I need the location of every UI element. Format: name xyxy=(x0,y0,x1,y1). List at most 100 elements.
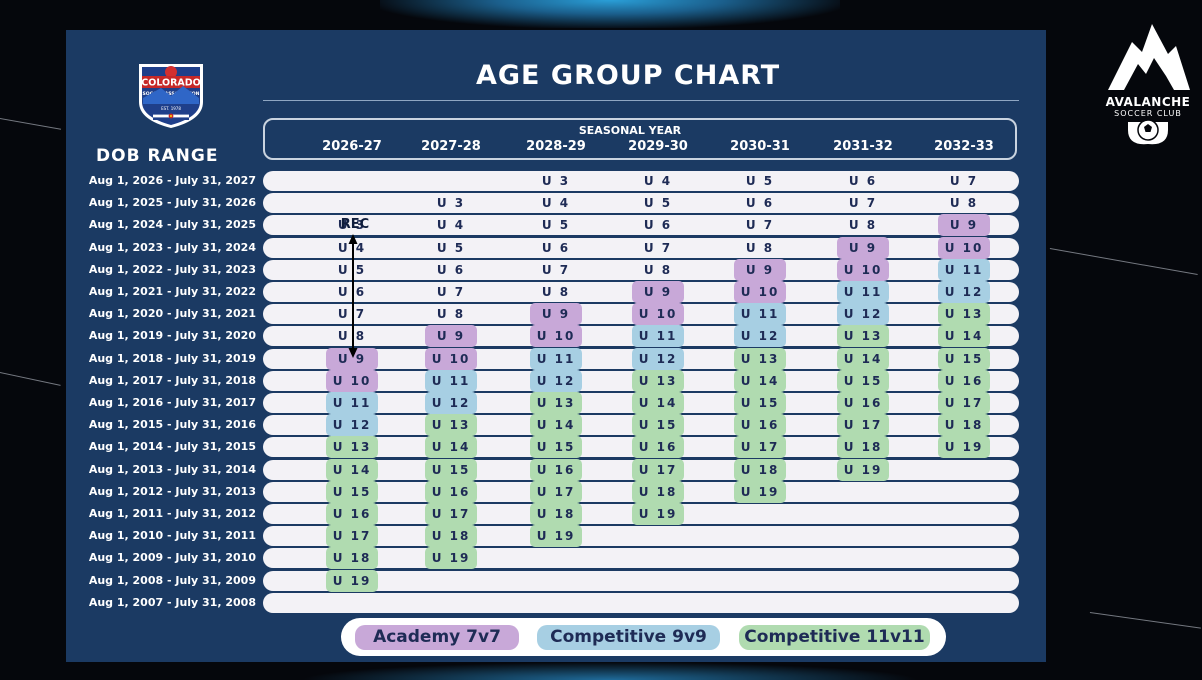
age-cell: U 19 xyxy=(632,503,684,525)
age-cell: U 14 xyxy=(425,436,477,459)
age-cell: U 12 xyxy=(837,303,889,326)
age-cell: U 4 xyxy=(436,218,466,233)
age-cell: U 17 xyxy=(632,458,684,481)
age-cell: U 3 xyxy=(337,218,367,233)
age-cell: U 4 xyxy=(541,196,571,211)
age-cell: U 8 xyxy=(848,218,878,233)
age-cell: U 6 xyxy=(337,285,367,299)
dob-range-label: Aug 1, 2019 - July 31, 2020 xyxy=(88,329,256,343)
age-cell: U 10 xyxy=(326,369,378,392)
age-cell: U 17 xyxy=(326,525,378,548)
age-cell: U 6 xyxy=(643,218,673,233)
age-cell: U 19 xyxy=(734,480,786,503)
dob-range-label: Aug 1, 2009 - July 31, 2010 xyxy=(88,551,256,565)
dob-range-label: Aug 1, 2010 - July 31, 2011 xyxy=(88,529,256,543)
age-cell: U 16 xyxy=(530,458,582,481)
age-cell: U 6 xyxy=(848,174,878,188)
age-cell: U 9 xyxy=(425,325,477,348)
table-row xyxy=(263,570,1019,591)
age-cell: U 9 xyxy=(734,258,786,281)
seasonal-year-label: SEASONAL YEAR xyxy=(578,124,682,137)
age-cell: U 17 xyxy=(938,392,990,414)
season-2026-27: 2026-27 xyxy=(322,139,382,154)
season-2030-31: 2030-31 xyxy=(730,139,790,154)
dob-range-label: Aug 1, 2026 - July 31, 2027 xyxy=(88,174,256,187)
age-cell: U 18 xyxy=(530,503,582,525)
top-glow xyxy=(380,0,840,28)
age-cell: U 15 xyxy=(734,392,786,414)
legend-comp11: Competitive 11v11 xyxy=(739,625,930,650)
age-cell: U 6 xyxy=(745,196,775,211)
age-cell: U 10 xyxy=(837,258,889,281)
legend-academy: Academy 7v7 xyxy=(355,625,519,650)
age-cell: U 16 xyxy=(938,369,990,392)
age-cell: U 8 xyxy=(949,196,979,211)
age-cell: U 11 xyxy=(632,325,684,348)
age-cell: U 8 xyxy=(541,285,571,299)
age-cell: U 7 xyxy=(949,174,979,188)
age-cell: U 11 xyxy=(326,392,378,414)
age-cell: U 19 xyxy=(530,525,582,548)
age-cell: U 11 xyxy=(425,369,477,392)
dob-range-label: Aug 1, 2008 - July 31, 2009 xyxy=(88,573,256,587)
age-cell: U 9 xyxy=(837,236,889,259)
rec-label: REC xyxy=(340,217,370,232)
age-cell: U 16 xyxy=(425,480,477,503)
dob-range-label: Aug 1, 2018 - July 31, 2019 xyxy=(88,351,256,365)
season-2027-28: 2027-28 xyxy=(421,139,481,154)
age-cell: U 13 xyxy=(837,325,889,348)
age-cell: U 11 xyxy=(734,303,786,326)
dob-range-label: Aug 1, 2022 - July 31, 2023 xyxy=(88,262,256,276)
avalanche-soccer-club-logo: AVALANCHE SOCCER CLUB xyxy=(1102,18,1194,146)
age-cell: U 14 xyxy=(632,392,684,414)
age-cell: U 12 xyxy=(938,281,990,303)
dob-range-label: Aug 1, 2017 - July 31, 2018 xyxy=(88,373,256,387)
rec-range-arrow xyxy=(348,234,358,358)
age-cell: U 9 xyxy=(530,303,582,326)
age-cell: U 17 xyxy=(837,414,889,437)
dob-range-label: Aug 1, 2021 - July 31, 2022 xyxy=(88,285,256,298)
age-cell: U 11 xyxy=(530,347,582,370)
logo-left-text-mid: SOCCER ASSOCIATION xyxy=(143,91,200,97)
age-cell: U 7 xyxy=(541,262,571,277)
age-cell: U 13 xyxy=(938,303,990,326)
age-cell: U 5 xyxy=(337,262,367,277)
age-cell: U 15 xyxy=(837,369,889,392)
age-cell: U 19 xyxy=(938,436,990,459)
age-cell: U 8 xyxy=(745,240,775,255)
age-cell: U 11 xyxy=(837,281,889,303)
dob-range-label: Aug 1, 2012 - July 31, 2013 xyxy=(88,484,256,498)
age-cell: U 12 xyxy=(632,347,684,370)
age-cell: U 10 xyxy=(734,281,786,303)
age-cell: U 13 xyxy=(425,414,477,437)
bottom-glow xyxy=(300,662,920,680)
dob-range-label: Aug 1, 2025 - July 31, 2026 xyxy=(88,196,256,210)
age-cell: U 14 xyxy=(734,369,786,392)
age-cell: U 13 xyxy=(734,347,786,370)
page-title: AGE GROUP CHART xyxy=(476,60,781,91)
season-2029-30: 2029-30 xyxy=(628,139,688,154)
age-cell: U 10 xyxy=(425,347,477,370)
dob-range-label: Aug 1, 2007 - July 31, 2008 xyxy=(88,595,256,609)
age-cell: U 18 xyxy=(326,547,378,570)
age-cell: U 18 xyxy=(632,480,684,503)
dob-range-label: Aug 1, 2014 - July 31, 2015 xyxy=(88,440,256,454)
dob-range-label: Aug 1, 2020 - July 31, 2021 xyxy=(88,307,256,321)
age-cell: U 5 xyxy=(541,218,571,233)
age-cell: U 18 xyxy=(837,436,889,459)
age-cell: U 8 xyxy=(643,262,673,277)
age-cell: U 10 xyxy=(938,236,990,259)
avalanche-logo-subtitle: SOCCER CLUB xyxy=(1114,109,1182,118)
logo-left-text-top: COLORADO xyxy=(141,78,200,89)
age-cell: U 7 xyxy=(337,307,367,322)
logo-left-est: EST. 1978 xyxy=(161,106,181,111)
age-cell: U 19 xyxy=(326,569,378,592)
age-cell: U 11 xyxy=(938,258,990,281)
avalanche-mountain-icon xyxy=(1108,24,1190,145)
age-cell: U 8 xyxy=(337,329,367,344)
age-cell: U 19 xyxy=(837,458,889,481)
age-cell: U 17 xyxy=(734,436,786,459)
season-2028-29: 2028-29 xyxy=(526,139,586,154)
age-cell: U 15 xyxy=(326,480,378,503)
age-cell: U 3 xyxy=(436,196,466,211)
